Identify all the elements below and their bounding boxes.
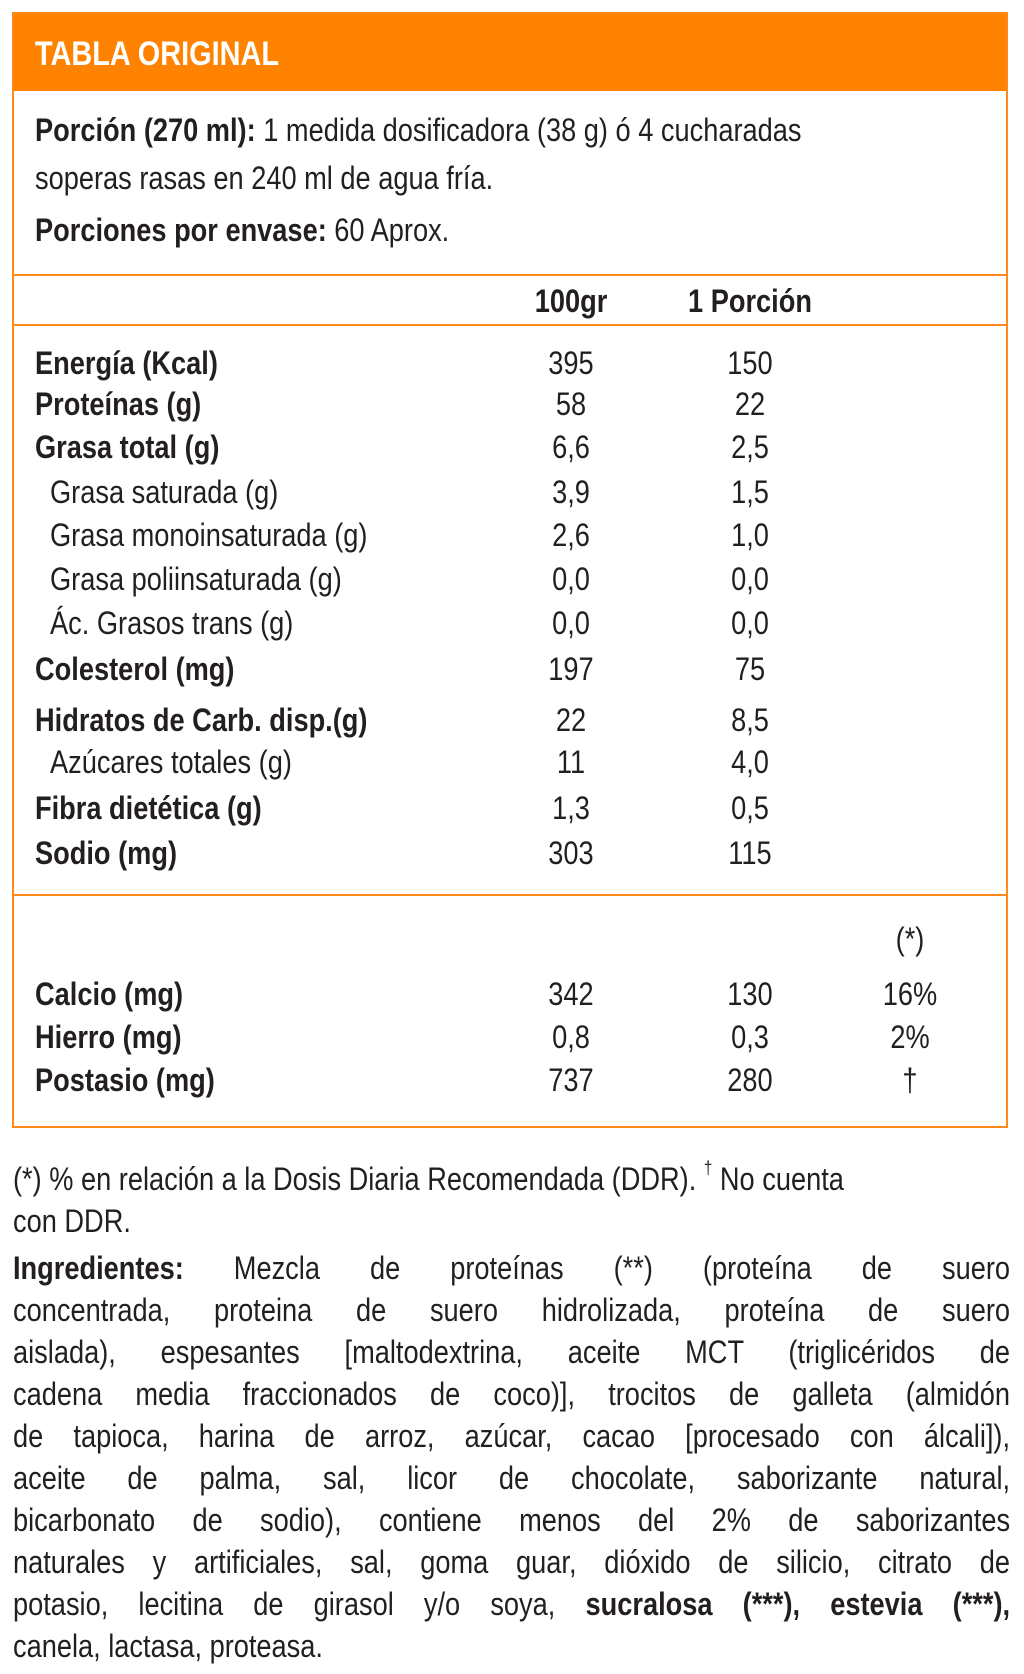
ingredients-line: aislada), espesantes [maltodextrina, ace… [13,1334,1011,1370]
divider [12,324,1008,326]
nutrient-value-perPortion: 115 [728,835,772,871]
nutrient-label: Fibra dietética (g) [35,790,262,826]
nutrient-value-perPortion: 75 [734,651,766,687]
mineral-value-ddr: 2% [890,1019,930,1055]
servings-line: Porciones por envase: 60 Aprox. [35,212,449,248]
nutrient-label: Sodio (mg) [35,835,178,871]
nutrient-value-perPortion: 1,0 [731,517,769,553]
servings-label: Porciones por envase: [35,212,327,248]
nutrient-value-per100: 0,0 [552,561,590,597]
nutrient-value-perPortion: 22 [734,386,766,422]
nutrient-value-perPortion: 8,5 [731,702,769,738]
nutrient-value-per100: 197 [548,651,594,687]
nutrient-value-perPortion: 4,0 [731,744,769,780]
portion-text: 1 medida dosificadora (38 g) ó 4 cuchara… [263,112,802,148]
nutrient-label: Colesterol (mg) [35,651,235,687]
ingredients-line: cadena media fraccionados de coco)], tro… [13,1376,1011,1412]
ingredients-line: canela, lactasa, proteasa. [13,1628,323,1664]
column-header-ddr: (*) [895,921,925,957]
nutrient-value-per100: 22 [555,702,587,738]
nutrient-value-per100: 6,6 [552,429,590,465]
nutrient-label: Grasa monoinsaturada (g) [50,517,368,553]
nutrient-label: Azúcares totales (g) [50,744,292,780]
nutrient-value-perPortion: 0,0 [731,561,769,597]
nutrient-value-per100: 2,6 [552,517,590,553]
nutrient-value-perPortion: 150 [727,345,773,381]
nutrient-value-per100: 395 [548,345,594,381]
portion-label: Porción (270 ml): [35,112,256,148]
ingredients-line: naturales y artificiales, sal, goma guar… [13,1544,1011,1580]
portion-line-1: Porción (270 ml): 1 medida dosificadora … [35,112,802,148]
table-title: TABLA ORIGINAL [35,35,280,73]
divider [12,894,1008,896]
mineral-value-perPortion: 280 [727,1062,773,1098]
ingredients-paragraph: Ingredientes: Mezcla de proteínas (**) (… [13,1247,1010,1667]
nutrient-value-perPortion: 1,5 [731,474,769,510]
footnote-line-2: con DDR. [13,1203,131,1239]
ingredients-line: aceite de palma, sal, licor de chocolate… [13,1460,1011,1496]
mineral-value-per100: 737 [548,1062,594,1098]
mineral-value-ddr: 16% [882,976,938,1012]
nutrient-value-per100: 303 [548,835,594,871]
ingredients-label: Ingredientes: [13,1250,184,1286]
sweeteners-bold: sucralosa (***), estevia (***), [585,1586,1011,1622]
nutrient-value-perPortion: 0,0 [731,605,769,641]
nutrient-label: Grasa poliinsaturada (g) [50,561,342,597]
servings-value: 60 Aprox. [334,212,450,248]
ingredients-line: potasio, lecitina de girasol y/o soya, s… [13,1583,1010,1625]
nutrient-label: Grasa saturada (g) [50,474,279,510]
nutrient-value-per100: 58 [555,386,587,422]
nutrient-value-per100: 3,9 [552,474,590,510]
ingredients-text: Mezcla de proteínas (**) (proteína de su… [233,1250,1011,1286]
mineral-label: Hierro (mg) [35,1019,182,1055]
portion-line-2: soperas rasas en 240 ml de agua fría. [35,160,494,196]
column-header-100gr: 100gr [534,283,608,319]
ingredients-line: concentrada, proteina de suero hidroliza… [13,1292,1011,1328]
ingredients-line: bicarbonato de sodio), contiene menos de… [13,1502,1011,1538]
nutrient-label: Hidratos de Carb. disp.(g) [35,702,368,738]
mineral-label: Postasio (mg) [35,1062,215,1098]
mineral-value-perPortion: 0,3 [731,1019,769,1055]
nutrient-value-per100: 11 [556,744,586,780]
nutrient-label: Grasa total (g) [35,429,220,465]
footnote-text: (*) % en relación a la Dosis Diaria Reco… [13,1161,697,1197]
footnote-text-end: No cuenta [712,1161,844,1197]
nutrient-label: Energía (Kcal) [35,345,218,381]
mineral-value-perPortion: 130 [727,976,773,1012]
column-header-portion: 1 Porción [688,283,812,319]
footnote-line-1: (*) % en relación a la Dosis Diaria Reco… [13,1158,1010,1200]
dagger-mark: † [703,1158,713,1178]
ingredients-line: Ingredientes: Mezcla de proteínas (**) (… [13,1247,1010,1289]
nutrition-table [12,12,1008,1128]
nutrient-value-perPortion: 0,5 [731,790,769,826]
mineral-value-per100: 342 [548,976,594,1012]
nutrient-value-per100: 0,0 [552,605,590,641]
nutrient-label: Ác. Grasos trans (g) [50,605,294,641]
table-header-bar [12,12,1008,91]
ingredients-text: potasio, lecitina de girasol y/o soya, [13,1586,556,1622]
mineral-value-ddr: † [902,1062,918,1098]
nutrient-value-per100: 1,3 [552,790,590,826]
mineral-label: Calcio (mg) [35,976,184,1012]
mineral-value-per100: 0,8 [552,1019,590,1055]
ingredients-line: de tapioca, harina de arroz, azúcar, cac… [13,1418,1011,1454]
nutrient-value-perPortion: 2,5 [731,429,769,465]
nutrient-label: Proteínas (g) [35,386,202,422]
divider [12,274,1008,276]
